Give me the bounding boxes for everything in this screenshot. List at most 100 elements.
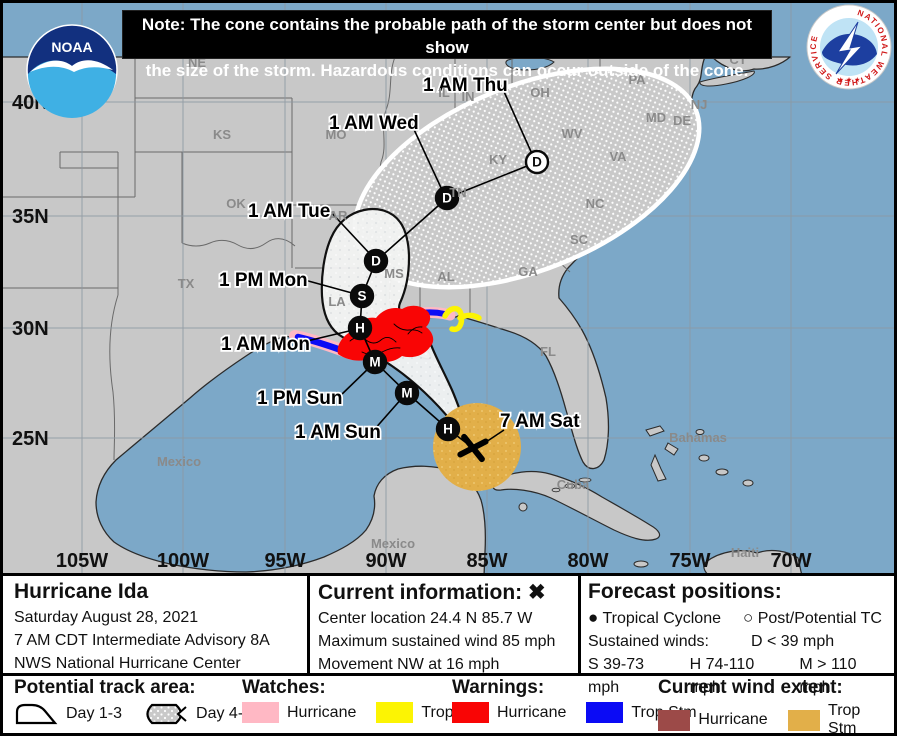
sustained-winds-label: Sustained winds: bbox=[588, 633, 709, 650]
forecast-time-label: 1 AM Mon bbox=[221, 334, 310, 355]
current-info-panel: Current information: ✖ Center location 2… bbox=[318, 576, 574, 673]
storm-summary-panel: Hurricane Ida Saturday August 28, 2021 7… bbox=[14, 576, 302, 673]
tropstm-extent-label: Trop Stm bbox=[828, 702, 861, 736]
hurricane-warning-label: Hurricane bbox=[497, 703, 567, 721]
movement: Movement NW at 16 mph bbox=[318, 656, 500, 673]
map-labels: 1 AM Sun 1 PM Sun 1 AM Mon 1 PM Mon 1 AM Tue… bbox=[12, 52, 812, 572]
cuba bbox=[492, 470, 661, 541]
watch-warning-overlays bbox=[289, 305, 482, 363]
info-divider-1 bbox=[307, 576, 310, 673]
label-callout-line bbox=[300, 278, 353, 294]
day1-3-cone-icon bbox=[15, 703, 58, 725]
geo-label-oh: OH bbox=[530, 85, 550, 100]
forecast-point-filled bbox=[434, 185, 460, 211]
forecast-point-letter: M bbox=[401, 386, 412, 401]
forecast-point-filled bbox=[349, 283, 375, 309]
warnings-header: Warnings: bbox=[452, 677, 545, 698]
wind-extent-header: Current wind extent: bbox=[658, 677, 843, 698]
geo-label-mexico: Mexico bbox=[371, 536, 415, 551]
current-info-header: Current information: bbox=[318, 581, 523, 604]
lon-label: 95W bbox=[264, 550, 305, 572]
issuing-agency: NWS National Hurricane Center bbox=[14, 655, 241, 672]
geo-label-la: LA bbox=[328, 294, 346, 309]
hurricane-watch-label: Hurricane bbox=[287, 703, 357, 721]
advisory-date: Saturday August 28, 2021 bbox=[14, 609, 199, 626]
tropstm-watch bbox=[442, 305, 482, 333]
forecast-point-filled bbox=[347, 315, 373, 341]
lat-label: 30N bbox=[12, 318, 49, 340]
label-callout-line bbox=[338, 365, 372, 398]
wind-scale-m: M > 110 mph bbox=[799, 656, 857, 696]
noaa-logo: NOAA bbox=[26, 24, 118, 118]
geo-label-haiti: Haiti bbox=[731, 545, 759, 560]
forecast-point-filled bbox=[394, 380, 420, 406]
jamaica bbox=[633, 560, 649, 568]
forecast-point-letter: M bbox=[369, 355, 380, 370]
nws-logo: NATIONAL WEATHER SERVICE ★ ★ ★ bbox=[806, 4, 892, 90]
label-callout-line bbox=[500, 84, 534, 157]
storm-name: Hurricane Ida bbox=[14, 580, 149, 603]
geo-label-sc: SC bbox=[570, 232, 589, 247]
forecast-time-label: 1 AM Thu bbox=[423, 75, 508, 96]
label-callout-line bbox=[372, 396, 404, 432]
forecast-positions-panel: Forecast positions: ● Tropical Cyclone ○… bbox=[588, 576, 888, 696]
geo-label-in: IN bbox=[462, 89, 475, 104]
forecast-positions-header: Forecast positions: bbox=[588, 580, 782, 603]
geo-label-tx: TX bbox=[178, 276, 195, 291]
forecast-track: H M M H S D D D bbox=[300, 84, 550, 463]
wind-scale-h: H 74-110 mph bbox=[689, 656, 755, 696]
track-area-header: Potential track area: bbox=[14, 677, 196, 698]
legend-wind-extent: Current wind extent: Hurricane Trop Stm bbox=[658, 677, 897, 736]
note-line2: the size of the storm. Hazardous conditi… bbox=[145, 61, 749, 80]
geo-label-va: VA bbox=[609, 149, 627, 164]
label-callout-line bbox=[302, 330, 350, 343]
current-position-x-icon: ✖ bbox=[528, 581, 546, 604]
geo-label-pa: PA bbox=[628, 72, 646, 87]
tropstm-watch-swatch bbox=[376, 702, 414, 723]
lon-label: 70W bbox=[770, 550, 811, 572]
geo-label-il: IL bbox=[438, 85, 450, 100]
legend-warnings: Warnings: Hurricane Trop Stm bbox=[452, 677, 709, 723]
filled-circle-icon: ● bbox=[588, 608, 599, 627]
isle-of-youth bbox=[518, 502, 528, 512]
advisory-id: 7 AM CDT Intermediate Advisory 8A bbox=[14, 632, 270, 649]
forecast-point-letter: D bbox=[442, 191, 452, 206]
wind-scale-d: D < 39 mph bbox=[750, 633, 835, 650]
forecast-time-label: 7 AM Sat bbox=[500, 411, 580, 432]
lon-label: 80W bbox=[567, 550, 608, 572]
geo-label-fl: FL bbox=[540, 344, 556, 359]
watches-header: Watches: bbox=[242, 677, 326, 698]
max-sustained-wind: Maximum sustained wind 85 mph bbox=[318, 633, 556, 650]
legend-row: Potential track area: Day 1-3 Day 4-5 Wa… bbox=[0, 676, 897, 736]
hispaniola bbox=[703, 549, 803, 576]
hurricane-warning-swatch bbox=[452, 702, 489, 723]
geo-label-nc: NC bbox=[586, 196, 605, 211]
geo-label-bahamas: Bahamas bbox=[669, 430, 727, 445]
geo-label-al: AL bbox=[437, 269, 454, 284]
geo-label-ky: KY bbox=[489, 152, 507, 167]
info-divider-2 bbox=[578, 576, 581, 673]
label-callout-line bbox=[328, 209, 372, 256]
lon-label: 100W bbox=[157, 550, 209, 572]
note-banner: Note: The cone contains the probable pat… bbox=[122, 10, 772, 80]
open-circle-icon: ○ bbox=[743, 608, 754, 627]
geo-label-de: DE bbox=[673, 113, 691, 128]
current-position-x-marker bbox=[457, 433, 489, 463]
center-location: Center location 24.4 N 85.7 W bbox=[318, 610, 533, 627]
hurricane-warning-area bbox=[337, 305, 434, 363]
bahamas-islands bbox=[645, 425, 754, 487]
forecast-time-label: 1 AM Tue bbox=[248, 201, 330, 222]
forecast-point-open bbox=[524, 149, 550, 175]
forecast-point-letter: H bbox=[355, 321, 365, 336]
geo-label-ga: GA bbox=[518, 264, 538, 279]
geo-label-ms: MS bbox=[384, 266, 404, 281]
lon-label: 75W bbox=[669, 550, 710, 572]
legend-track-area: Potential track area: Day 1-3 Day 4-5 bbox=[14, 677, 264, 726]
lat-label: 25N bbox=[12, 428, 49, 450]
geo-label-ar: AR bbox=[329, 208, 348, 223]
day4-5-stipple-icon bbox=[146, 703, 187, 725]
forecast-point-filled bbox=[363, 248, 389, 274]
geo-label-mo: MO bbox=[326, 127, 347, 142]
day1-3-label: Day 1-3 bbox=[66, 705, 123, 722]
